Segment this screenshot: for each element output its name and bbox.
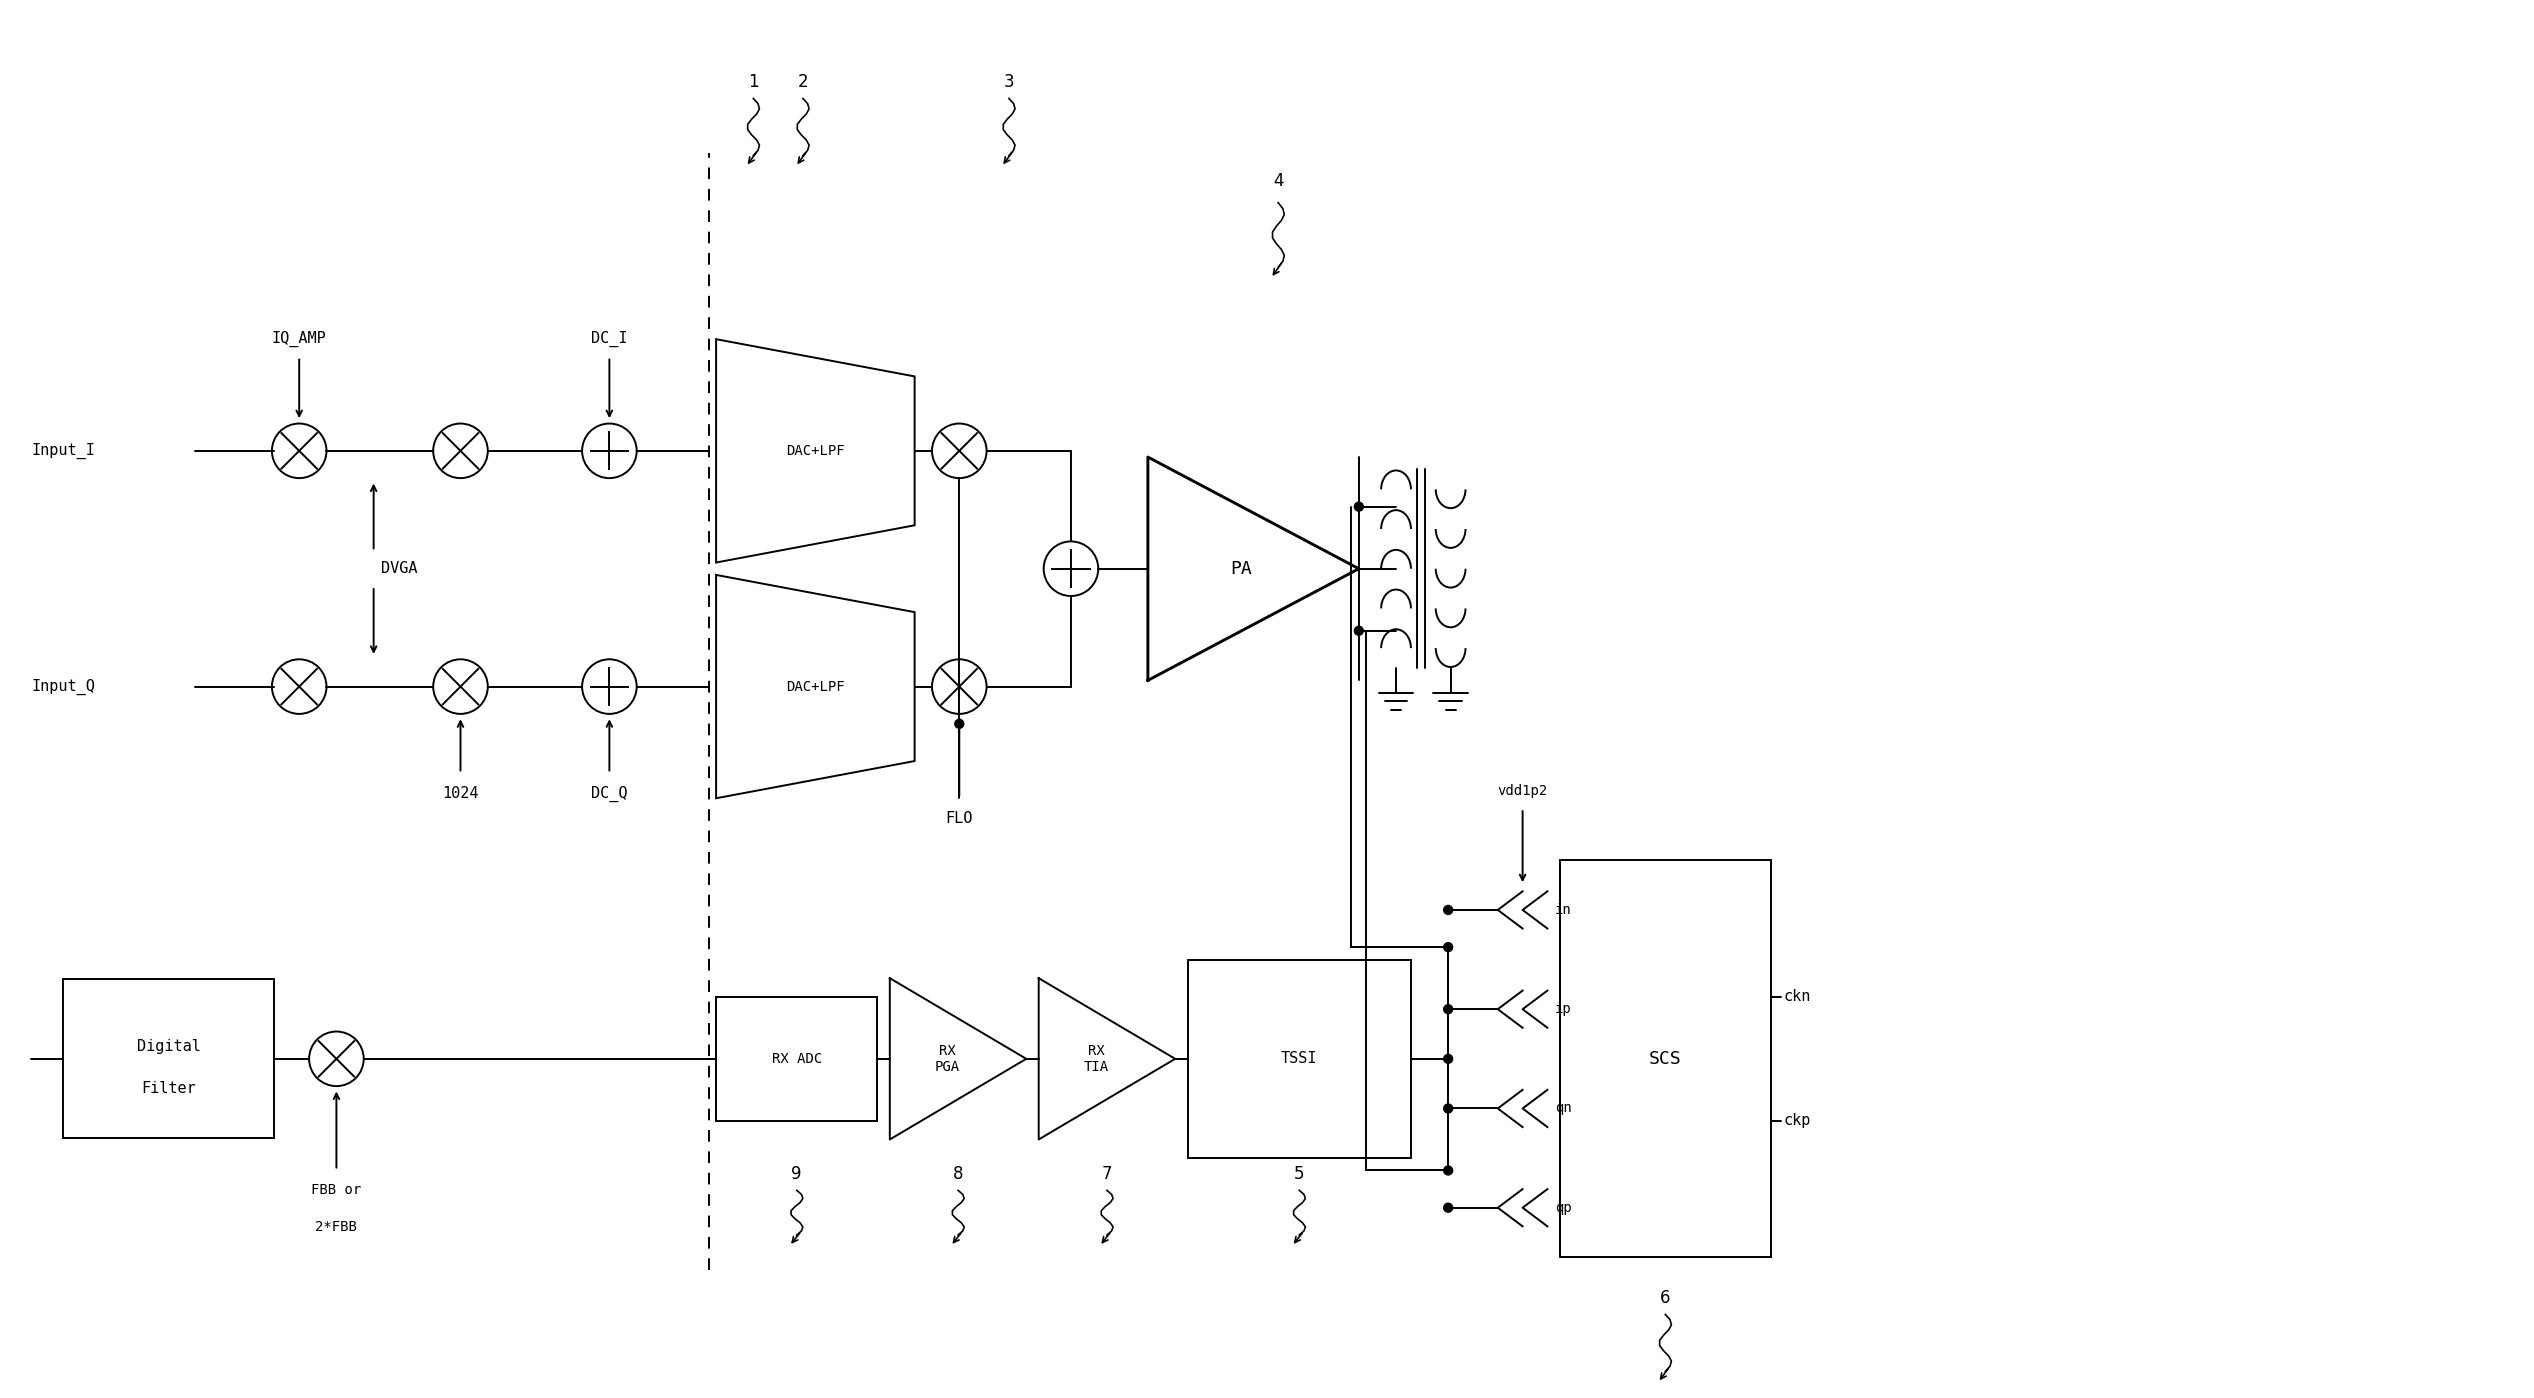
Text: DAC+LPF: DAC+LPF bbox=[786, 443, 844, 459]
Text: 1024: 1024 bbox=[443, 786, 479, 801]
Text: 9: 9 bbox=[791, 1165, 801, 1183]
Text: 2: 2 bbox=[798, 73, 808, 91]
Text: qn: qn bbox=[1556, 1102, 1571, 1116]
Polygon shape bbox=[717, 575, 915, 798]
Text: FBB or: FBB or bbox=[312, 1183, 362, 1197]
Circle shape bbox=[1444, 906, 1452, 914]
Text: FLO: FLO bbox=[945, 811, 973, 826]
Circle shape bbox=[955, 720, 963, 728]
Text: PA: PA bbox=[1229, 559, 1252, 577]
Text: 5: 5 bbox=[1295, 1165, 1305, 1183]
Circle shape bbox=[1444, 1005, 1452, 1014]
Text: DC_I: DC_I bbox=[590, 330, 628, 347]
Bar bbox=[63, 980, 274, 1138]
Text: ckp: ckp bbox=[1784, 1113, 1809, 1128]
Text: vdd1p2: vdd1p2 bbox=[1498, 784, 1548, 798]
Text: Digital: Digital bbox=[137, 1039, 200, 1054]
Circle shape bbox=[1444, 942, 1452, 952]
Text: RX
TIA: RX TIA bbox=[1085, 1044, 1107, 1074]
Text: TSSI: TSSI bbox=[1282, 1051, 1318, 1067]
Circle shape bbox=[1444, 1204, 1452, 1212]
Text: DAC+LPF: DAC+LPF bbox=[786, 679, 844, 693]
Text: ckn: ckn bbox=[1784, 990, 1809, 1004]
Text: ip: ip bbox=[1556, 1002, 1571, 1016]
Text: Input_Q: Input_Q bbox=[30, 678, 96, 695]
Text: SCS: SCS bbox=[1650, 1050, 1683, 1068]
Circle shape bbox=[1444, 1104, 1452, 1113]
Text: in: in bbox=[1556, 903, 1571, 917]
Text: 7: 7 bbox=[1102, 1165, 1112, 1183]
Text: 8: 8 bbox=[953, 1165, 963, 1183]
Text: 6: 6 bbox=[1660, 1289, 1670, 1307]
Circle shape bbox=[1353, 626, 1363, 635]
Circle shape bbox=[1444, 1166, 1452, 1174]
Circle shape bbox=[1353, 502, 1363, 512]
Bar bbox=[1188, 959, 1411, 1158]
Text: RX ADC: RX ADC bbox=[773, 1051, 821, 1065]
Text: Input_I: Input_I bbox=[30, 443, 96, 459]
Text: DC_Q: DC_Q bbox=[590, 786, 628, 802]
Text: 1: 1 bbox=[748, 73, 758, 91]
Bar bbox=[1561, 860, 1771, 1257]
Text: 4: 4 bbox=[1272, 172, 1282, 190]
Circle shape bbox=[1444, 1054, 1452, 1064]
Text: 3: 3 bbox=[1003, 73, 1014, 91]
Text: qp: qp bbox=[1556, 1201, 1571, 1215]
Text: Filter: Filter bbox=[142, 1081, 195, 1096]
Text: 2*FBB: 2*FBB bbox=[314, 1220, 357, 1234]
Polygon shape bbox=[717, 340, 915, 562]
Bar bbox=[717, 997, 877, 1121]
Text: IQ_AMP: IQ_AMP bbox=[271, 330, 327, 347]
Text: DVGA: DVGA bbox=[380, 561, 418, 576]
Text: RX
PGA: RX PGA bbox=[935, 1044, 960, 1074]
